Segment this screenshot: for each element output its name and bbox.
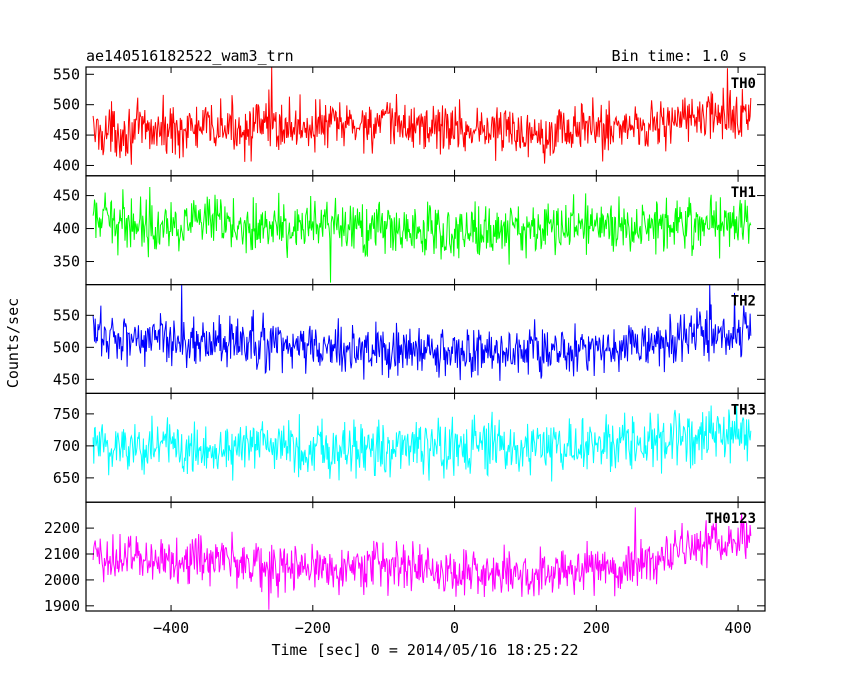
x-axis: −400 −200 0 200 400 — [153, 619, 752, 637]
series-line-th1 — [92, 187, 752, 283]
panel-name-th0123: TH0123 — [705, 511, 756, 527]
panel-th3: 650 700 750 TH3 — [53, 392, 766, 503]
y-tick-label: 400 — [53, 220, 80, 238]
y-tick-label: 350 — [53, 253, 80, 271]
panel-th0: 400 450 500 550 TH0 — [53, 65, 766, 177]
panels-group: 400 450 500 550 TH0 350 400 450 TH1 450 500 550 TH2 6… — [44, 65, 766, 615]
x-tick-label: 200 — [583, 619, 610, 637]
series-line-th0 — [92, 67, 752, 165]
panel-name-th0: TH0 — [731, 76, 756, 92]
panel-name-th3: TH3 — [731, 402, 756, 418]
series-line-th3 — [92, 405, 752, 482]
series-line-th2 — [92, 284, 752, 381]
x-tick-label: 0 — [450, 619, 459, 637]
y-tick-label: 450 — [53, 370, 80, 388]
y-tick-label: 2200 — [44, 519, 80, 537]
x-tick-label: −200 — [295, 619, 331, 637]
bin-time-label: Bin time: 1.0 s — [612, 47, 747, 65]
y-axis-title: Counts/sec — [4, 298, 22, 388]
x-tick-label: −400 — [153, 619, 189, 637]
panel-th2: 450 500 550 TH2 — [53, 284, 766, 395]
series-line-th0123 — [92, 507, 752, 610]
y-tick-label: 500 — [53, 338, 80, 356]
panel-th0123: 1900 2000 2100 2200 TH0123 — [44, 501, 766, 615]
y-tick-label: 650 — [53, 469, 80, 487]
y-tick-label: 2100 — [44, 545, 80, 563]
y-tick-label: 400 — [53, 156, 80, 174]
y-tick-label: 750 — [53, 405, 80, 423]
y-tick-label: 550 — [53, 306, 80, 324]
panel-frame — [85, 501, 766, 612]
x-tick-label: 400 — [725, 619, 752, 637]
y-tick-label: 700 — [53, 437, 80, 455]
y-tick-label: 500 — [53, 96, 80, 114]
panel-name-th2: TH2 — [731, 294, 756, 310]
y-tick-label: 2000 — [44, 571, 80, 589]
y-tick-label: 450 — [53, 126, 80, 144]
panel-name-th1: TH1 — [731, 185, 756, 201]
y-tick-label: 550 — [53, 65, 80, 83]
panel-th1: 350 400 450 TH1 — [53, 175, 766, 286]
x-axis-title: Time [sec] 0 = 2014/05/16 18:25:22 — [271, 641, 578, 659]
y-tick-label: 450 — [53, 187, 80, 205]
chart-title: ae140516182522_wam3_trn — [86, 47, 294, 65]
y-tick-label: 1900 — [44, 597, 80, 615]
